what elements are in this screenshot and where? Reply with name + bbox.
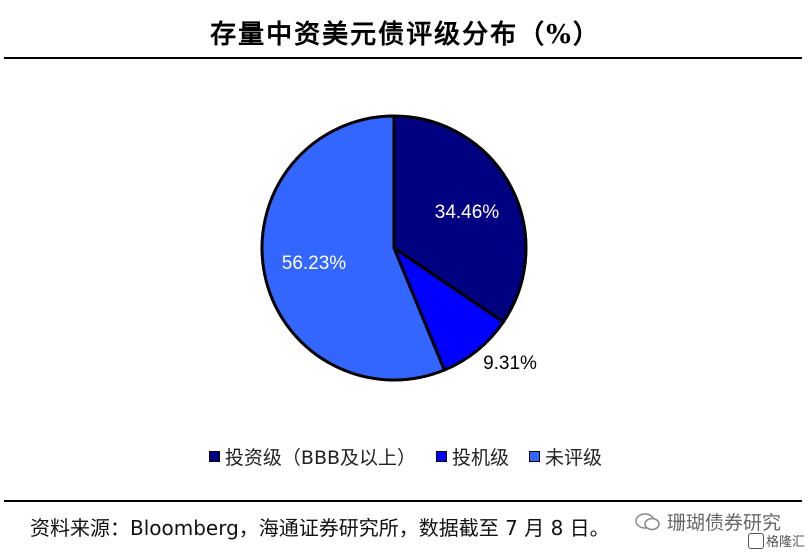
title-divider: [4, 57, 802, 59]
legend-item: 投机级: [436, 443, 509, 470]
slice-data-label: 34.46%: [435, 202, 500, 223]
slice-data-label: 56.23%: [282, 253, 347, 274]
legend-label: 投资级（BBB及以上）: [224, 447, 417, 469]
legend-swatch: [436, 451, 448, 462]
slice-data-label: 9.31%: [483, 353, 537, 374]
legend-swatch: [529, 451, 541, 462]
watermark-text: 珊瑚债券研究: [666, 512, 781, 534]
chart-title: 存量中资美元债评级分布（%）: [210, 20, 601, 50]
footer-divider: [4, 500, 802, 502]
logo-text: 格隆汇: [765, 535, 805, 550]
pie-slice: [260, 114, 447, 382]
legend-item: 投资级（BBB及以上）: [208, 443, 417, 470]
legend-item: 未评级: [529, 443, 602, 470]
legend-swatch: [208, 451, 220, 462]
source-note: 资料来源：Bloomberg，海通证券研究所，数据截至 7 月 8 日。: [30, 516, 610, 540]
legend: 投资级（BBB及以上） 投机级 未评级: [0, 443, 811, 470]
legend-label: 未评级: [545, 447, 603, 469]
wechat-icon: [635, 512, 660, 530]
logo: 格隆汇: [747, 531, 805, 550]
watermark: 珊瑚债券研究: [635, 508, 781, 535]
legend-label: 投机级: [452, 447, 510, 469]
pie-slice: [392, 114, 528, 325]
logo-icon: [747, 532, 764, 549]
